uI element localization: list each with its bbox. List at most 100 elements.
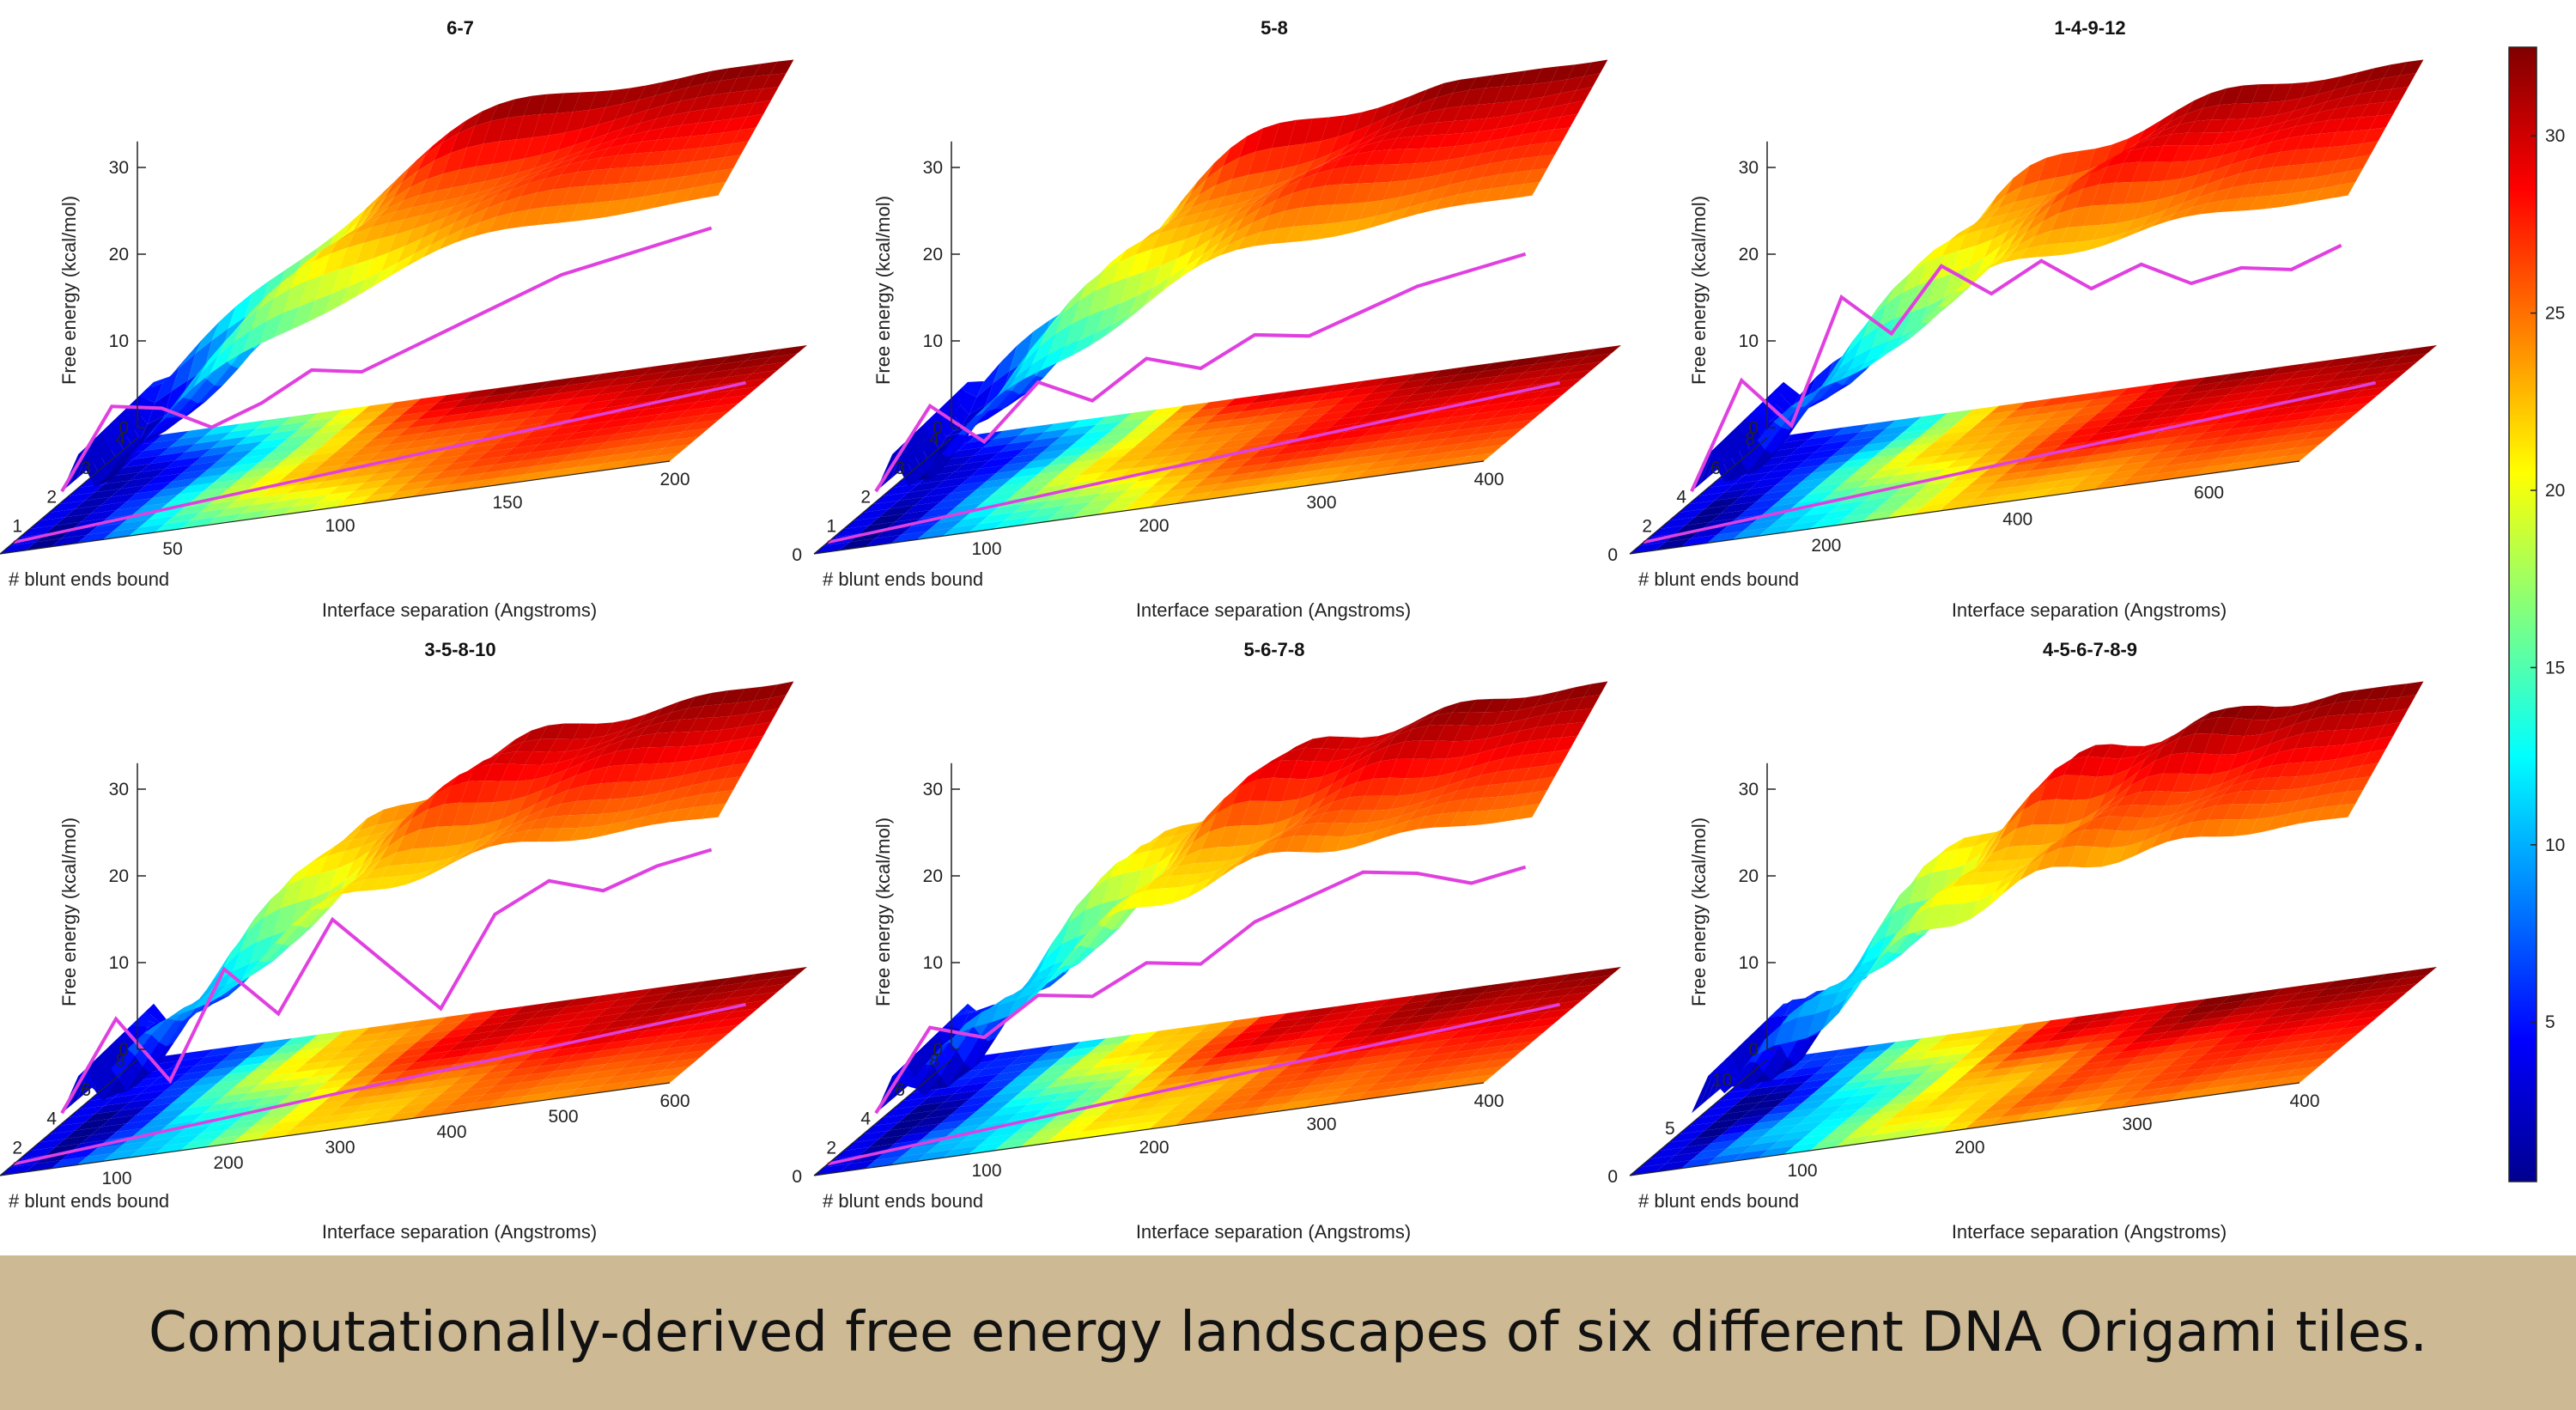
surface-facet: [971, 409, 996, 429]
surface-facet: [1277, 825, 1302, 840]
surface-facet: [490, 99, 515, 122]
heatmap-cell: [2203, 421, 2239, 434]
heatmap-cell: [1831, 445, 1867, 457]
heatmap-cell: [673, 1049, 709, 1062]
heatmap-cell: [197, 465, 234, 478]
heatmap-cell: [1049, 489, 1085, 501]
surface-facet: [2322, 171, 2347, 189]
heatmap-cell: [628, 447, 664, 460]
heatmap-cell: [1956, 1070, 1992, 1082]
surface-facet: [2131, 790, 2156, 805]
heatmap-cell: [81, 509, 117, 522]
surface-facet: [436, 197, 461, 212]
surface-facet: [638, 82, 663, 100]
surface-facet: [2215, 791, 2239, 806]
heatmap-cell: [833, 1146, 870, 1159]
heatmap-cell: [1288, 1036, 1325, 1048]
heatmap-cell: [2190, 450, 2227, 463]
heatmap-cell: [90, 1123, 127, 1136]
heatmap-cell: [908, 480, 945, 493]
surface-facet: [503, 184, 528, 203]
surface-facet: [412, 211, 437, 230]
surface-facet: [1452, 77, 1477, 94]
heatmap-cell: [1911, 412, 1947, 425]
y-tick-label: 5: [1665, 1119, 1675, 1139]
surface-facet: [179, 338, 204, 368]
heatmap-cell: [304, 1052, 340, 1065]
surface-facet: [1888, 916, 1913, 948]
heatmap-cell: [333, 1027, 369, 1040]
surface-facet: [2281, 164, 2306, 181]
surface-facet: [452, 167, 477, 188]
heatmap-cell: [1923, 439, 1960, 451]
heatmap-cell: [124, 455, 160, 468]
heatmap-cell: [1879, 1080, 1915, 1093]
heatmap-cell: [2237, 374, 2273, 387]
surface-facet: [2148, 161, 2172, 182]
surface-facet: [657, 125, 682, 140]
heatmap-cell: [1485, 393, 1521, 406]
surface-facet: [224, 964, 249, 986]
heatmap-cell: [690, 377, 726, 390]
surface-facet: [570, 203, 595, 222]
heatmap-cell: [453, 396, 489, 409]
heatmap-cell: [1365, 403, 1402, 416]
surface-facet: [1970, 892, 1995, 920]
heatmap-cell: [2243, 387, 2279, 400]
surface-facet: [907, 432, 932, 475]
heatmap-cell: [2016, 1109, 2052, 1122]
surface-facet: [732, 749, 756, 766]
heatmap-cell: [659, 989, 695, 1002]
z-tick-label: 10: [1739, 953, 1759, 973]
surface-facet: [430, 222, 455, 246]
heatmap-cell: [1488, 994, 1525, 1006]
heatmap-cell: [1898, 1064, 1935, 1077]
heatmap-cell: [1742, 1140, 1778, 1153]
x-tick-label: 200: [1811, 536, 1841, 556]
heatmap-cell: [516, 1036, 552, 1049]
heatmap-cell: [570, 1064, 606, 1076]
heatmap-cell: [1585, 967, 1621, 979]
surface-facet: [1339, 138, 1364, 155]
heatmap-cell: [307, 465, 343, 477]
heatmap-cell: [1424, 409, 1460, 422]
heatmap-cell: [2265, 1027, 2301, 1040]
heatmap-cell: [674, 372, 711, 385]
surface-facet: [2105, 769, 2129, 794]
heatmap-cell: [2114, 1027, 2150, 1040]
surface-facet: [732, 127, 756, 144]
heatmap-cell: [1482, 359, 1518, 372]
surface-facet: [1757, 1024, 1782, 1054]
heatmap-cell: [1005, 1074, 1042, 1087]
heatmap-cell: [368, 449, 404, 462]
heatmap-cell: [1205, 411, 1242, 424]
surface-facet: [155, 368, 179, 403]
heatmap-cell: [940, 489, 976, 502]
surface-facet: [1499, 184, 1524, 200]
surface-facet: [641, 127, 665, 143]
heatmap-cell: [1906, 489, 1943, 502]
heatmap-cell: [1291, 1070, 1327, 1082]
heatmap-cell: [2066, 1013, 2102, 1025]
heatmap-cell: [493, 1074, 529, 1087]
heatmap-cell: [580, 1055, 617, 1068]
surface-facet: [1240, 765, 1265, 787]
heatmap-cell: [2014, 1075, 2050, 1088]
surface-facet: [1175, 195, 1200, 218]
surface-facet: [998, 364, 1023, 395]
heatmap-cell: [1176, 436, 1212, 449]
heatmap-cell: [410, 1017, 447, 1029]
heatmap-cell: [1885, 1093, 1921, 1106]
surface-facet: [340, 879, 365, 895]
heatmap-cell: [1313, 465, 1349, 478]
heatmap-cell: [49, 500, 85, 513]
heatmap-cell: [1750, 1098, 1786, 1111]
surface-facet: [428, 825, 453, 848]
surface-facet: [1423, 785, 1448, 802]
surface-facet: [1202, 228, 1227, 255]
heatmap-cell: [1053, 467, 1089, 480]
surface-facet: [1220, 857, 1245, 878]
heatmap-cell: [1007, 1109, 1044, 1121]
surface-facet: [1902, 262, 1927, 294]
surface-facet: [509, 779, 534, 801]
